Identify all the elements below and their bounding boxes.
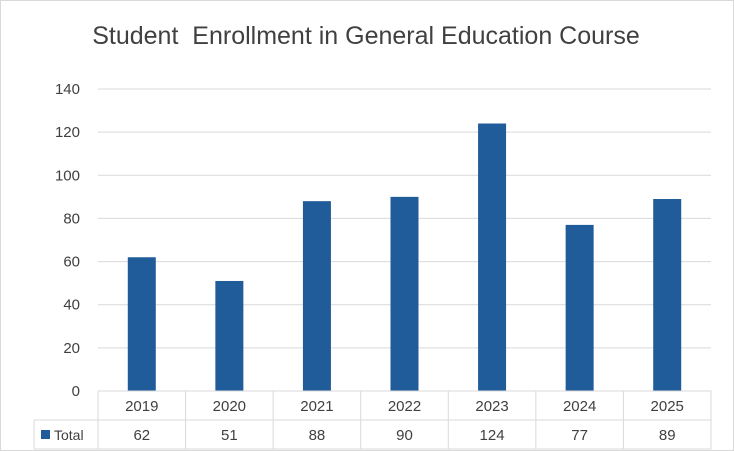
chart-title: Student Enrollment in General Education … — [92, 22, 640, 50]
data-table-value: 88 — [309, 427, 326, 444]
x-tick-label: 2020 — [213, 398, 246, 415]
data-table-value: 89 — [659, 427, 676, 444]
y-tick-label: 140 — [55, 81, 80, 98]
bar-2022 — [390, 196, 419, 391]
x-tick-label: 2019 — [125, 398, 158, 415]
bar-2025 — [653, 199, 682, 391]
x-tick-label: 2022 — [388, 398, 421, 415]
x-tick-label: 2024 — [563, 398, 596, 415]
x-tick-label: 2021 — [300, 398, 333, 415]
bar-2021 — [302, 201, 331, 391]
y-tick-label: 40 — [63, 297, 80, 314]
y-tick-label: 0 — [72, 383, 80, 400]
bar-2024 — [565, 224, 594, 391]
x-tick-label: 2023 — [475, 398, 508, 415]
bar-2019 — [127, 257, 156, 391]
y-tick-label: 80 — [63, 210, 80, 227]
data-table: 2019 2020 2021 2022 2023 2024 2025 62 51 88 90 124 7… — [33, 390, 712, 450]
y-tick-label: 100 — [55, 167, 80, 184]
y-axis-ticks: 0 20 40 60 80 100 120 140 — [55, 81, 80, 400]
x-tick-label: 2025 — [651, 398, 684, 415]
legend-label: Total — [54, 427, 84, 443]
y-tick-label: 120 — [55, 124, 80, 141]
y-tick-label: 60 — [63, 254, 80, 271]
gridlines — [98, 88, 711, 349]
bar-2020 — [215, 280, 244, 391]
data-table-value: 90 — [396, 427, 413, 444]
bar-2023 — [478, 123, 507, 391]
y-tick-label: 20 — [63, 340, 80, 357]
data-table-value: 124 — [480, 427, 505, 444]
legend-key — [41, 430, 50, 439]
data-table-value: 77 — [571, 427, 588, 444]
bars — [127, 123, 682, 391]
data-table-value: 62 — [133, 427, 150, 444]
data-table-value: 51 — [221, 427, 238, 444]
